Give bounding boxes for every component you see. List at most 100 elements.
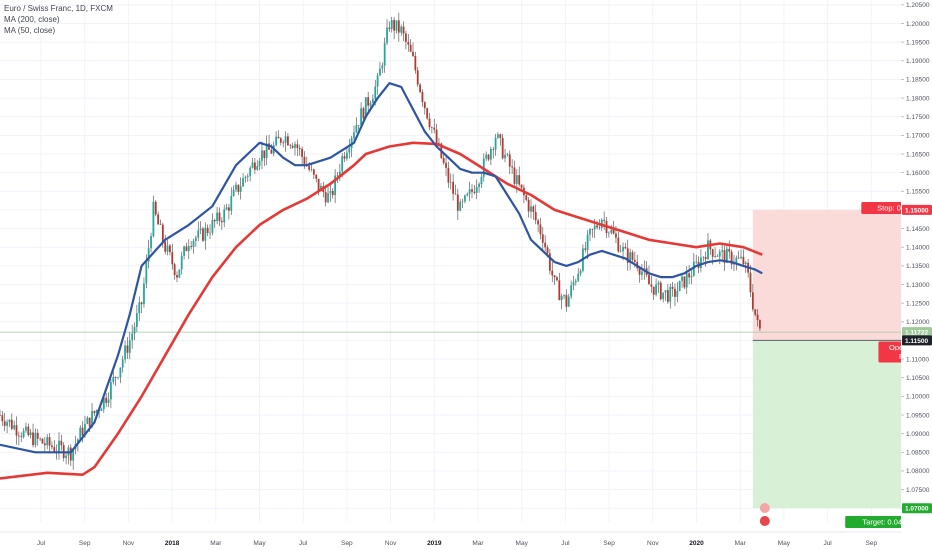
candle-body [379, 68, 381, 76]
candle-body [527, 199, 530, 212]
candle-body [603, 219, 606, 221]
candle-body [735, 257, 738, 264]
candle-body [565, 295, 568, 307]
candle-body [412, 51, 414, 56]
candle-body [147, 248, 150, 262]
time-axis-bg [0, 532, 901, 550]
y-tick-label-2: 1.19500 [906, 39, 930, 46]
candle-body [520, 184, 523, 188]
candle-body [338, 171, 341, 176]
chart-title[interactable]: Euro / Swiss Franc, 1D, FXCM [4, 4, 113, 13]
candle-body [242, 178, 244, 187]
candle-body [159, 224, 162, 225]
x-tick-label-0: Jul [37, 540, 46, 547]
candle-body [624, 246, 627, 249]
candle-body [206, 227, 209, 234]
candle-body [230, 195, 233, 211]
candle-body [657, 282, 660, 285]
candle-body [161, 224, 164, 242]
candle-body [164, 241, 167, 252]
candle-body [641, 271, 643, 275]
candle-body [759, 320, 761, 329]
candle-body [506, 154, 509, 156]
legend-ma50[interactable]: MA (50, close) [4, 26, 56, 35]
price-tag-target-bg [902, 503, 932, 514]
candle-body [256, 166, 259, 170]
candle-body [574, 280, 577, 283]
candle-body [282, 142, 285, 144]
candle-body [0, 415, 1, 416]
candle-body [664, 290, 667, 293]
x-tick-label-10: Mar [472, 540, 484, 547]
x-tick-label-17: May [778, 540, 791, 547]
candle-body [51, 445, 53, 448]
candle-body [518, 175, 521, 185]
candle-body [310, 169, 313, 171]
candle-body [742, 256, 745, 265]
price-axis[interactable]: 1.20500 1.20000 1.19500 1.19000 1.18500 1.180… [901, 0, 932, 550]
candle-body [504, 154, 506, 159]
price-tag-current[interactable]: 1.11722 [902, 327, 932, 338]
candle-body [34, 432, 37, 446]
candle-body [17, 435, 20, 437]
candle-body [754, 309, 757, 315]
candle-body [751, 292, 754, 310]
y-tick-label-19: 1.11000 [906, 356, 929, 363]
candle-body [433, 127, 436, 130]
candle-body [360, 108, 362, 126]
candle-body [36, 432, 39, 439]
candle-body [53, 447, 56, 452]
candle-body [530, 206, 532, 212]
candle-body [695, 261, 698, 263]
price-tag-stop[interactable]: 1.15000 [902, 204, 932, 215]
event-marker-icon[interactable] [759, 516, 770, 526]
x-tick-label-18: Jul [823, 540, 832, 547]
x-tick-label-4: Mar [210, 540, 222, 547]
candle-body [367, 97, 370, 106]
candle-body [692, 261, 695, 276]
candle-body [121, 359, 124, 368]
candle-body [704, 256, 707, 260]
candle-body [287, 136, 289, 146]
candle-body [225, 207, 228, 210]
y-tick-label-21: 1.10000 [906, 394, 930, 401]
candle-body [560, 296, 563, 301]
x-tick-label-12: Jul [561, 540, 570, 547]
candle-body [454, 193, 457, 195]
candle-body [737, 257, 740, 259]
candle-body [343, 156, 346, 159]
candle-body [449, 181, 452, 183]
candle-body [157, 214, 160, 225]
candle-body [652, 286, 655, 295]
candle-body [468, 189, 471, 194]
candle-body [749, 272, 752, 293]
candle-body [414, 55, 417, 71]
time-axis[interactable]: Jul Sep Nov 2018 Mar May Jul Sep Nov 2019 Mar May Ju… [0, 531, 901, 550]
event-marker-icon[interactable] [759, 503, 770, 513]
candle-body [178, 269, 181, 278]
candle-body [666, 290, 669, 302]
candle-body [218, 212, 221, 221]
candle-body [515, 175, 518, 184]
candle-body [291, 145, 294, 148]
price-tag-target[interactable]: 1.07000 [902, 503, 932, 514]
candle-body [154, 201, 157, 215]
ma200-line [0, 141, 763, 480]
candle-body [428, 118, 431, 128]
candle-body [456, 194, 459, 211]
candle-body [570, 285, 573, 297]
candle-body [556, 277, 558, 281]
legend-ma200[interactable]: MA (200, close) [4, 15, 60, 24]
y-tick-label-5: 1.18000 [906, 95, 930, 102]
candle-body [405, 33, 407, 42]
candle-body [303, 156, 306, 165]
y-tick-label-6: 1.17500 [906, 114, 930, 121]
price-tag-entry[interactable]: 1.11500 [902, 335, 932, 346]
candle-body [102, 397, 105, 410]
candle-body [171, 252, 174, 265]
candle-body [659, 282, 662, 300]
candle-body [362, 108, 365, 119]
candle-body [244, 177, 247, 179]
candle-body [615, 233, 617, 238]
